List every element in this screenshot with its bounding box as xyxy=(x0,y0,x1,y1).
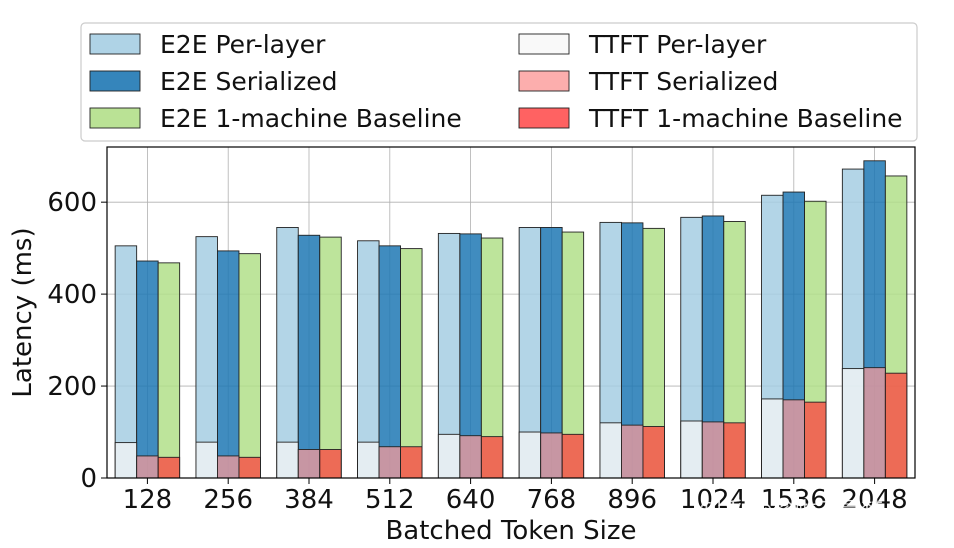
bar-e2e-1-machine-baseline-256 xyxy=(238,253,261,479)
bar-ttft-serialized-1536 xyxy=(782,399,805,479)
bar-ttft-1-machine-baseline-896 xyxy=(642,426,665,479)
x-tick-label: 128 xyxy=(123,485,173,515)
bar-ttft-1-machine-baseline-384 xyxy=(319,449,342,479)
bar-ttft-per-layer-1024 xyxy=(680,420,703,479)
legend-label: TTFT 1-machine Baseline xyxy=(588,104,903,133)
bar-ttft-serialized-640 xyxy=(459,435,482,479)
legend-swatch xyxy=(89,70,141,92)
bar-e2e-serialized-512 xyxy=(378,245,401,479)
legend-label: TTFT Per-layer xyxy=(588,30,767,59)
legend-label: E2E Per-layer xyxy=(160,30,326,59)
bar-ttft-1-machine-baseline-256 xyxy=(238,456,261,479)
bar-ttft-1-machine-baseline-512 xyxy=(400,446,423,479)
legend: E2E Per-layer E2E Serialized E2E 1-machine… xyxy=(80,22,918,142)
legend-swatch xyxy=(518,33,570,55)
bar-e2e-serialized-256 xyxy=(216,250,240,479)
bar-ttft-per-layer-896 xyxy=(599,422,622,479)
legend-box xyxy=(80,22,918,142)
plot-frame xyxy=(106,146,916,479)
y-axis-ticks: 0 200 400 600 xyxy=(47,188,107,494)
bar-ttft-per-layer-384 xyxy=(276,441,299,479)
x-axis-ticks: 128 256 384 512 640 768 896 1024 1536 2048 xyxy=(123,478,908,515)
bar-e2e-1-machine-baseline-384 xyxy=(319,236,342,479)
legend-swatch xyxy=(518,107,570,129)
x-tick-label: 1536 xyxy=(761,485,827,515)
bar-ttft-serialized-1024 xyxy=(701,421,725,479)
bar-ttft-1-machine-baseline-2048 xyxy=(884,372,908,479)
bar-ttft-per-layer-512 xyxy=(357,441,380,479)
x-axis-label: Batched Token Size xyxy=(385,516,636,546)
bar-e2e-1-machine-baseline-512 xyxy=(400,248,423,479)
bar-ttft-1-machine-baseline-1024 xyxy=(723,422,746,479)
bar-ttft-serialized-512 xyxy=(378,446,401,479)
x-tick-label: 2048 xyxy=(842,485,908,515)
bar-e2e-1-machine-baseline-128 xyxy=(157,262,181,479)
x-tick-label: 1024 xyxy=(680,485,746,515)
y-tick-label: 200 xyxy=(47,372,97,402)
y-tick-label: 400 xyxy=(47,280,97,310)
bar-ttft-per-layer-640 xyxy=(437,433,461,479)
y-tick-label: 0 xyxy=(80,464,97,494)
bar-ttft-per-layer-128 xyxy=(114,442,138,479)
legend-label: TTFT Serialized xyxy=(588,67,778,96)
bar-ttft-1-machine-baseline-768 xyxy=(561,433,585,479)
legend-swatch xyxy=(518,70,570,92)
y-axis-label: Latency (ms) xyxy=(8,227,38,397)
bar-ttft-per-layer-2048 xyxy=(841,368,865,479)
x-tick-label: 640 xyxy=(446,485,496,515)
bar-ttft-serialized-896 xyxy=(621,424,644,479)
bar-e2e-per-layer-384 xyxy=(276,227,299,479)
watermark: 知乎 @珍啦不是梦 xyxy=(700,499,883,524)
x-tick-label: 256 xyxy=(203,485,253,515)
bar-ttft-1-machine-baseline-128 xyxy=(157,456,181,479)
bars xyxy=(114,160,908,479)
bar-ttft-serialized-256 xyxy=(216,455,240,479)
x-tick-label: 512 xyxy=(365,485,415,515)
y-tick-label: 600 xyxy=(47,188,97,218)
bar-ttft-1-machine-baseline-640 xyxy=(480,436,504,479)
legend-swatch xyxy=(89,33,141,55)
bar-e2e-serialized-128 xyxy=(136,260,159,479)
bar-ttft-per-layer-256 xyxy=(195,441,218,479)
bar-ttft-1-machine-baseline-1536 xyxy=(804,401,827,479)
x-tick-label: 384 xyxy=(284,485,334,515)
bar-ttft-serialized-384 xyxy=(297,449,321,479)
x-tick-label: 896 xyxy=(607,485,657,515)
bar-ttft-serialized-768 xyxy=(540,432,563,479)
bar-e2e-serialized-384 xyxy=(297,234,321,479)
bar-ttft-serialized-128 xyxy=(136,455,159,479)
legend-label: E2E 1-machine Baseline xyxy=(160,104,462,133)
x-tick-label: 768 xyxy=(527,485,577,515)
legend-label: E2E Serialized xyxy=(160,67,338,96)
bar-ttft-per-layer-768 xyxy=(518,431,542,479)
bar-ttft-serialized-2048 xyxy=(863,367,886,479)
bar-ttft-per-layer-1536 xyxy=(761,398,784,479)
legend-swatch xyxy=(89,107,141,129)
